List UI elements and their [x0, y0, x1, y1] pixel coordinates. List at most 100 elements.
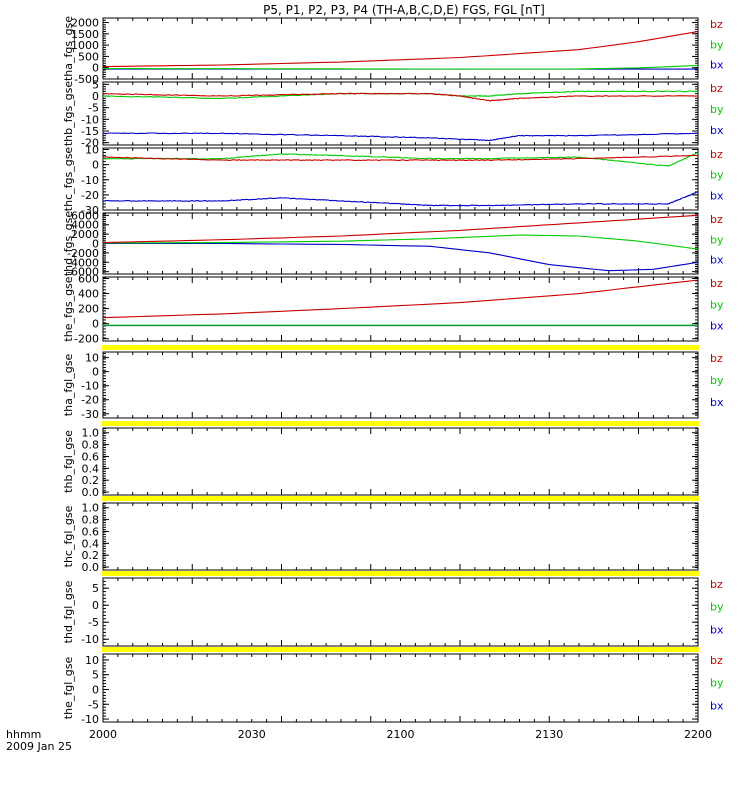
y-tick-label: -10: [81, 713, 99, 726]
legend-by: by: [710, 169, 724, 182]
y-axis-label: thc_fgs_gse: [62, 147, 75, 212]
y-tick-label: 400: [78, 288, 99, 301]
panel-frame: [102, 276, 699, 342]
panel-thd_fgl_gse: 5 0 -5 -10 thd_fgl_gse bz by bx: [62, 571, 724, 647]
y-axis-label: the_fgs_gse: [62, 276, 75, 341]
legend-bz: bz: [710, 213, 723, 226]
panel-divider-bar: [102, 647, 699, 652]
y-axis-label: tha_fgs_gse: [62, 16, 75, 81]
time-axis-label-hhmm: hhmm: [6, 728, 41, 741]
y-tick-label: 6000: [71, 209, 99, 222]
y-tick-label: 0.6: [82, 450, 100, 463]
y-axis-label: thc_fgl_gse: [62, 505, 75, 567]
legend-bx: bx: [710, 189, 724, 202]
y-tick-label: 0: [92, 318, 99, 331]
y-tick-label: 0.8: [82, 514, 100, 527]
panel-frame: [102, 577, 699, 647]
legend-by: by: [710, 233, 724, 246]
time-axis-label-date: 2009 Jan 25: [6, 740, 72, 753]
y-tick-label: 5: [92, 78, 99, 91]
x-tick-label: 2130: [535, 728, 563, 741]
legend-by: by: [710, 374, 724, 387]
y-tick-label: 0.6: [82, 525, 100, 538]
series-bz-line: [102, 154, 699, 162]
y-tick-label: 1500: [71, 28, 99, 41]
series-bz-line: [102, 92, 699, 102]
y-tick-label: -5: [88, 616, 99, 629]
y-tick-label: -15: [81, 125, 99, 138]
legend-bx: bx: [710, 59, 724, 72]
y-tick-label: -200: [74, 333, 99, 346]
panel-divider-bar: [102, 421, 699, 426]
y-tick-label: -10: [81, 113, 99, 126]
legend-bz: bz: [710, 654, 723, 667]
y-axis-label: thd_fgl_gse: [62, 580, 75, 643]
panel-thb_fgs_gse: 50-5-10-15-20 thb_fgs_gse bz by bx: [62, 78, 724, 149]
legend-bz: bz: [710, 82, 723, 95]
y-tick-label: 0.2: [82, 549, 100, 562]
y-tick-label: 4000: [71, 219, 99, 232]
legend-bx: bx: [710, 699, 724, 712]
y-tick-label: 500: [78, 50, 99, 63]
panel-divider-bar: [102, 345, 699, 350]
legend-bz: bz: [710, 18, 723, 31]
y-tick-label: 10: [85, 144, 99, 157]
x-tick-label: 2100: [387, 728, 415, 741]
y-tick-label: -5: [88, 698, 99, 711]
y-tick-label: 0.4: [82, 537, 100, 550]
y-tick-label: -30: [81, 408, 99, 421]
y-tick-label: 0: [92, 366, 99, 379]
panel-thc_fgs_gse: 10 0 -10 -20 -30 thc_fgs_gse bz by bx: [62, 144, 724, 217]
y-tick-label: 0: [92, 159, 99, 172]
series-by-line: [102, 152, 699, 167]
legend-bz: bz: [710, 148, 723, 161]
legend-bz: bz: [710, 578, 723, 591]
panel-thb_fgl_gse: 1.00.80.60.40.20.0 thb_fgl_gse: [62, 421, 699, 499]
y-tick-label: 0.2: [82, 474, 100, 487]
series-by-line: [103, 64, 699, 70]
y-tick-label: 200: [78, 303, 99, 316]
y-axis-label: the_fgl_gse: [62, 657, 75, 720]
y-tick-label: 2000: [71, 17, 99, 30]
y-tick-label: -10: [81, 174, 99, 187]
legend-bx: bx: [710, 623, 724, 636]
y-tick-label: -10: [81, 380, 99, 393]
panel-tha_fgl_gse: 100-10-20-30 tha_fgl_gse bz by bx: [62, 345, 724, 421]
y-tick-label: -30: [81, 204, 99, 217]
plot-title: P5, P1, P2, P3, P4 (TH-A,B,C,D,E) FGS, F…: [263, 3, 545, 17]
legend-by: by: [710, 298, 724, 311]
series-bx-line: [102, 191, 699, 207]
panel-the_fgl_gse: 10 50 -5 -10 the_fgl_gse bz by bx: [62, 647, 724, 726]
y-tick-label: 10: [85, 654, 99, 667]
series-by-line: [103, 234, 699, 250]
y-tick-label: -20: [81, 137, 99, 150]
y-axis-label: tha_fgl_gse: [62, 354, 75, 417]
legend-bx: bx: [710, 254, 724, 267]
series-bz-line: [102, 31, 699, 68]
legend-by: by: [710, 601, 724, 614]
panel-frame: [102, 17, 699, 80]
legend-by: by: [710, 38, 724, 51]
y-tick-label: 0: [92, 683, 99, 696]
y-tick-label: 0: [92, 90, 99, 103]
y-tick-label: 1.0: [82, 502, 100, 515]
y-axis-label: thb_fgl_gse: [62, 430, 75, 493]
y-tick-label: 600: [78, 273, 99, 286]
y-tick-label: -6000: [67, 266, 99, 279]
y-tick-label: 0: [92, 62, 99, 75]
legend-bz: bz: [710, 352, 723, 365]
y-tick-label: -20: [81, 394, 99, 407]
x-tick-label: 2030: [238, 728, 266, 741]
x-tick-label: 2000: [89, 728, 117, 741]
y-tick-label: 5: [92, 582, 99, 595]
y-tick-label: -4000: [67, 256, 99, 269]
y-axis-label: thd_fgs_gse: [62, 211, 75, 277]
y-tick-label: 0: [92, 238, 99, 251]
panel-frame: [102, 502, 699, 571]
y-tick-label: 0.0: [82, 486, 100, 499]
panel-divider-bar: [102, 496, 699, 501]
y-tick-label: -5: [88, 102, 99, 115]
y-tick-label: 10: [85, 352, 99, 365]
